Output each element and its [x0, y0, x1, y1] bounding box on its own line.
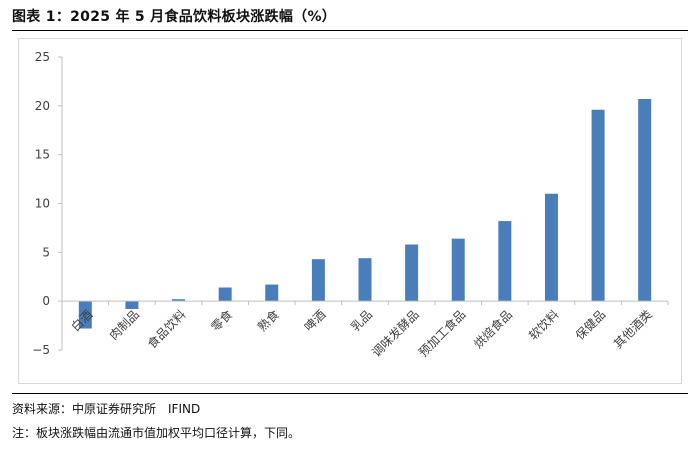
bar-10	[498, 221, 512, 302]
y-tick-label: 5	[42, 245, 50, 259]
chart-title: 图表 1：2025 年 5 月食品饮料板块涨跌幅（%）	[12, 9, 337, 25]
bar-6	[311, 259, 325, 302]
y-tick-label: 10	[35, 197, 50, 211]
x-tick-label: 预加工食品	[415, 307, 468, 360]
source-note: 资料来源：中原证券研究所 IFIND	[12, 402, 201, 416]
chart-frame	[18, 38, 682, 384]
x-tick-label: 保健品	[573, 307, 608, 342]
x-tick-label: 啤酒	[301, 307, 329, 335]
bar-9	[451, 238, 465, 302]
bar-8	[405, 244, 419, 302]
title-rule	[12, 30, 688, 31]
x-tick-label: 食品饮料	[144, 307, 189, 352]
bar-12	[591, 109, 605, 302]
bar-2	[125, 301, 139, 309]
x-tick-label: 调味发酵品	[369, 307, 422, 360]
x-tick-label: 肉制品	[107, 307, 142, 342]
bar-13	[638, 98, 652, 302]
y-tick-label: 0	[42, 294, 50, 308]
x-tick-label: 乳品	[348, 307, 375, 334]
y-tick-label: 20	[35, 99, 50, 113]
x-tick-label: 熟食	[254, 307, 282, 335]
y-tick-label: −5	[32, 343, 50, 357]
method-note: 注：板块涨跌幅由流通市值加权平均口径计算，下同。	[12, 426, 301, 440]
source-rule	[12, 393, 688, 394]
x-tick-label: 其他酒类	[611, 307, 655, 351]
y-tick-label: 15	[35, 148, 50, 162]
x-tick-label: 烘焙食品	[470, 307, 515, 352]
bar-5	[265, 284, 279, 302]
bar-4	[218, 287, 232, 302]
bar-7	[358, 258, 372, 302]
bar-1	[78, 301, 92, 329]
y-tick-label: 25	[35, 50, 50, 64]
bar-11	[544, 193, 558, 302]
x-tick-label: 零食	[208, 307, 236, 335]
bar-3	[172, 299, 186, 302]
x-tick-label: 软饮料	[526, 307, 561, 342]
